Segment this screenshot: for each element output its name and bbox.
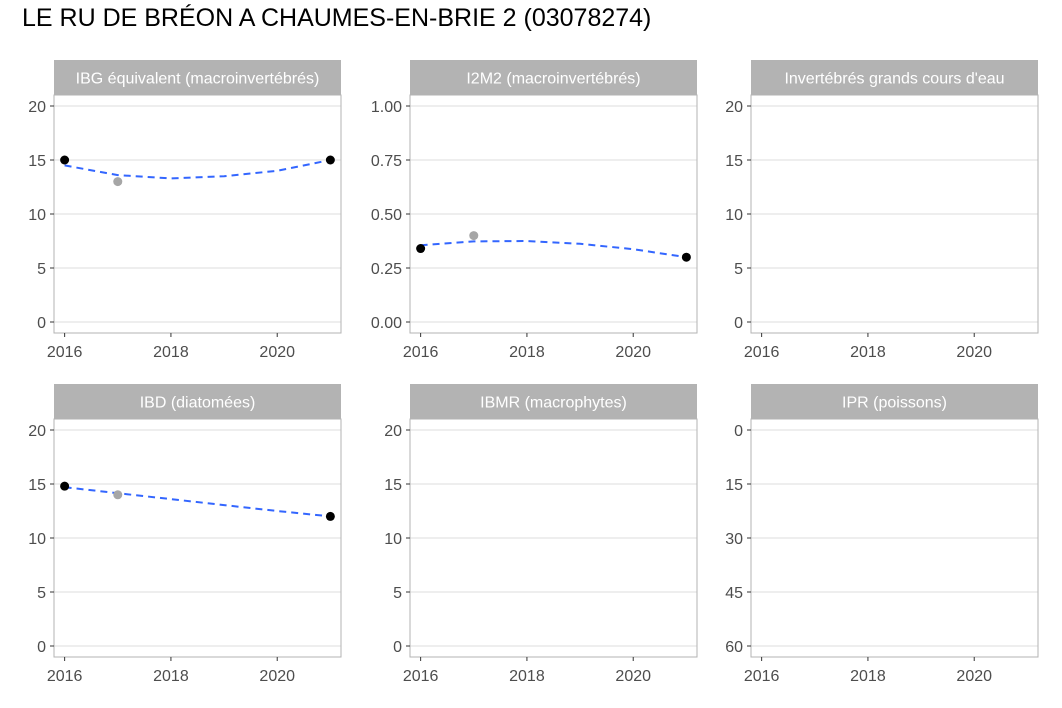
y-tick-label: 45	[725, 585, 743, 602]
facet-title: IBG équivalent (macroinvertébrés)	[76, 71, 320, 88]
x-tick-label: 2020	[259, 344, 295, 361]
y-tick-label: 10	[28, 531, 46, 548]
facet-strip	[54, 384, 341, 419]
page-title: LE RU DE BRÉON A CHAUMES-EN-BRIE 2 (0307…	[22, 4, 652, 32]
y-tick-label: 0	[37, 315, 46, 332]
y-tick-label: 15	[28, 153, 46, 170]
facet-title: Invertébrés grands cours d'eau	[784, 71, 1004, 88]
facet-panel: Invertébrés grands cours d'eau0510152020…	[725, 60, 1039, 361]
y-tick-label: 15	[28, 477, 46, 494]
y-tick-label: 60	[725, 639, 743, 656]
y-tick-label: 20	[28, 423, 46, 440]
y-tick-label: 20	[384, 423, 402, 440]
facet-strip	[751, 384, 1038, 419]
facet-title: IPR (poissons)	[842, 395, 947, 412]
y-tick-label: 0	[734, 423, 743, 440]
x-tick-label: 2016	[403, 344, 439, 361]
facet-panel: IBD (diatomées) 0 5 10 15 20 2016 2018 2020	[28, 384, 342, 685]
x-tick-label: 2020	[615, 344, 651, 361]
y-tick-label: 15	[725, 477, 743, 494]
y-tick-label: 1.00	[371, 99, 402, 116]
y-tick-label: 5	[393, 585, 402, 602]
x-tick-label: 2018	[509, 344, 545, 361]
x-tick-label: 2018	[509, 668, 545, 685]
y-tick-label: 30	[725, 531, 743, 548]
x-tick-label: 2016	[47, 344, 83, 361]
data-point	[416, 244, 426, 254]
x-tick-label: 2018	[850, 668, 886, 685]
data-point	[60, 155, 70, 165]
y-tick-label: 0	[37, 639, 46, 656]
trend-line	[64, 159, 331, 180]
trend-line	[420, 239, 687, 259]
y-tick-label: 10	[725, 207, 743, 224]
trend-line	[64, 486, 331, 518]
data-point	[681, 252, 691, 262]
facet-panel: IBG équivalent (macroinvertébrés) 0 5 10 15 2…	[28, 60, 342, 361]
y-tick-label: 5	[37, 585, 46, 602]
facet-title: IBMR (macrophytes)	[480, 395, 627, 412]
data-point	[60, 481, 70, 491]
y-tick-label: 0.50	[371, 207, 402, 224]
y-tick-label: 20	[725, 99, 743, 116]
x-tick-label: 2016	[744, 344, 780, 361]
x-tick-label: 2018	[850, 344, 886, 361]
facet-strip	[54, 60, 341, 95]
facet-strip	[410, 384, 697, 419]
facet-panel: IBMR (macrophytes) 0 5 10 15 20 2016 2018 2020	[384, 384, 698, 685]
x-tick-label: 2020	[615, 668, 651, 685]
y-tick-label: 5	[37, 261, 46, 278]
y-tick-label: 0.75	[371, 153, 402, 170]
x-tick-label: 2020	[956, 344, 992, 361]
x-tick-label: 2016	[47, 668, 83, 685]
data-point-secondary	[113, 177, 123, 187]
y-tick-label: 20	[28, 99, 46, 116]
x-tick-label: 2020	[956, 668, 992, 685]
x-tick-label: 2020	[259, 668, 295, 685]
x-tick-label: 2016	[744, 668, 780, 685]
y-tick-label: 0.25	[371, 261, 402, 278]
x-tick-label: 2018	[153, 668, 189, 685]
data-point-secondary	[469, 231, 479, 241]
y-tick-label: 10	[384, 531, 402, 548]
facet-title: IBD (diatomées)	[140, 395, 256, 412]
x-tick-label: 2018	[153, 344, 189, 361]
facet-title: I2M2 (macroinvertébrés)	[466, 71, 640, 88]
y-tick-label: 0	[393, 639, 402, 656]
y-tick-label: 15	[725, 153, 743, 170]
data-point	[325, 155, 335, 165]
y-tick-label: 0.00	[371, 315, 402, 332]
facet-strip	[751, 60, 1038, 95]
y-tick-label: 0	[734, 315, 743, 332]
data-point-secondary	[113, 490, 123, 500]
y-tick-label: 15	[384, 477, 402, 494]
data-point	[325, 511, 335, 521]
y-tick-label: 5	[734, 261, 743, 278]
facet-strip	[410, 60, 697, 95]
facet-panel: I2M2 (macroinvertébrés) 0.00 0.25 0.50 0.75 1…	[371, 60, 698, 361]
y-tick-label: 10	[28, 207, 46, 224]
x-tick-label: 2016	[403, 668, 439, 685]
